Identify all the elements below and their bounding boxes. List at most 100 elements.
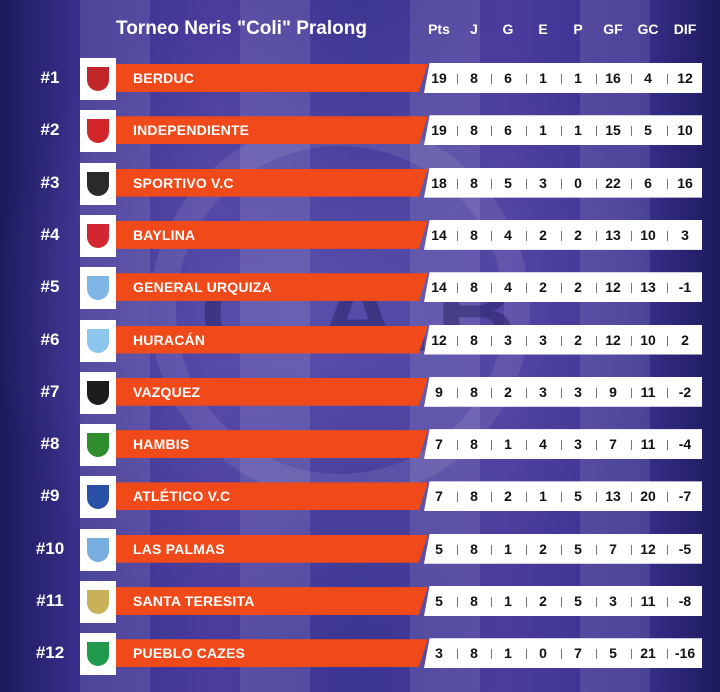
stat-separator [630, 440, 632, 451]
stat-lost: 5 [574, 488, 582, 505]
stat-won: 1 [504, 645, 512, 662]
stat-drawn: 2 [539, 593, 547, 609]
stat-drawn: 3 [539, 331, 547, 348]
stats-bar [424, 586, 702, 616]
stat-won: 6 [504, 70, 512, 86]
stats-bar [424, 324, 702, 355]
stat-separator [491, 74, 492, 84]
stat-played: 8 [470, 122, 478, 139]
column-g: G [502, 21, 514, 37]
stat-goals-against: 5 [644, 122, 652, 139]
stat-goal-diff: -5 [678, 540, 692, 557]
stat-goal-diff: -7 [678, 488, 692, 505]
stat-separator [456, 387, 458, 398]
table-row: #3 SPORTIVO V.C 18 8 5 3 0 22 6 16 [0, 162, 720, 207]
stat-separator [630, 387, 632, 398]
stat-separator [560, 492, 562, 503]
stat-won: 2 [504, 383, 512, 400]
stat-separator [491, 440, 492, 451]
stat-separator [525, 74, 527, 84]
stat-separator [491, 492, 492, 503]
stat-played: 8 [470, 279, 478, 296]
stat-separator [525, 387, 527, 398]
stat-goals-against: 10 [640, 331, 656, 348]
stat-won: 1 [504, 436, 512, 453]
position-label: #9 [40, 486, 60, 506]
stat-goal-diff: 10 [677, 122, 693, 139]
stat-goals-for: 3 [609, 593, 617, 609]
team-name: SPORTIVO V.C [133, 174, 234, 191]
stat-separator [630, 230, 632, 241]
stat-separator [456, 440, 458, 451]
column-pts: Pts [428, 21, 450, 37]
position-label: #12 [35, 643, 65, 663]
team-name-bar [116, 64, 428, 92]
table-row: #9 ATLÉTICO V.C 7 8 2 1 5 13 20 -7 [0, 476, 720, 520]
stat-pts: 19 [431, 70, 447, 86]
stat-separator [560, 440, 562, 451]
stat-lost: 2 [574, 279, 582, 296]
stat-played: 8 [470, 174, 478, 191]
stat-goals-against: 11 [640, 436, 656, 453]
stat-won: 4 [504, 226, 512, 243]
stat-played: 8 [470, 540, 478, 557]
position-label: #7 [40, 381, 60, 401]
team-name: PUEBLO CAZES [133, 645, 246, 662]
stat-goals-for: 12 [605, 279, 621, 296]
stat-separator [525, 597, 527, 607]
stat-separator [525, 544, 527, 555]
stats-bar [424, 429, 702, 460]
stat-won: 5 [504, 174, 512, 191]
stat-goals-against: 6 [644, 174, 652, 191]
team-name: SANTA TERESITA [133, 593, 255, 609]
team-crest-box [80, 162, 116, 205]
stat-drawn: 3 [539, 383, 547, 400]
stat-separator [560, 597, 562, 607]
stat-lost: 2 [574, 226, 582, 243]
stat-separator [560, 178, 562, 189]
pueblo-cazes-crest-icon [87, 642, 109, 667]
stat-won: 3 [504, 331, 512, 348]
stat-goals-for: 22 [605, 174, 621, 191]
stat-goals-against: 20 [640, 488, 656, 505]
stat-separator [666, 387, 668, 398]
stats-bar [424, 167, 702, 198]
stat-goals-against: 12 [640, 540, 656, 557]
stat-goals-against: 21 [640, 645, 656, 662]
stat-goals-for: 13 [605, 488, 621, 505]
stat-won: 2 [504, 488, 512, 505]
stat-goals-against: 11 [640, 383, 656, 400]
stat-separator [630, 74, 632, 84]
stat-pts: 9 [435, 383, 443, 400]
team-name-bar [116, 220, 428, 249]
stat-drawn: 2 [539, 226, 547, 243]
stat-separator [666, 335, 668, 346]
stat-separator [666, 230, 668, 241]
stat-separator [491, 649, 492, 660]
stat-goals-for: 16 [605, 70, 621, 86]
stat-separator [491, 126, 492, 137]
stat-won: 4 [504, 279, 512, 296]
stat-separator [666, 649, 668, 660]
sportivo-crest-icon [87, 171, 109, 196]
column-gc: GC [637, 21, 659, 37]
table-header: Torneo Neris "Coli" Pralong Pts J G E P … [0, 10, 720, 48]
stat-lost: 5 [574, 593, 582, 609]
stat-lost: 3 [574, 436, 582, 453]
team-crest-box [80, 528, 116, 571]
stat-separator [630, 597, 632, 607]
stat-drawn: 1 [539, 488, 547, 505]
stat-goal-diff: 12 [677, 70, 693, 86]
position-label: #3 [40, 172, 60, 192]
las-palmas-crest-icon [87, 537, 109, 562]
stat-separator [666, 492, 668, 503]
position-label: #8 [40, 434, 60, 454]
stat-separator [666, 597, 668, 607]
stat-separator [595, 74, 597, 84]
stat-separator [525, 492, 527, 503]
stat-lost: 2 [574, 331, 582, 348]
stat-separator [560, 126, 562, 137]
stats-bar [424, 533, 702, 564]
table-row: #2 INDEPENDIENTE 19 8 6 1 1 15 5 10 [0, 110, 720, 154]
stat-goal-diff: -8 [678, 593, 692, 609]
